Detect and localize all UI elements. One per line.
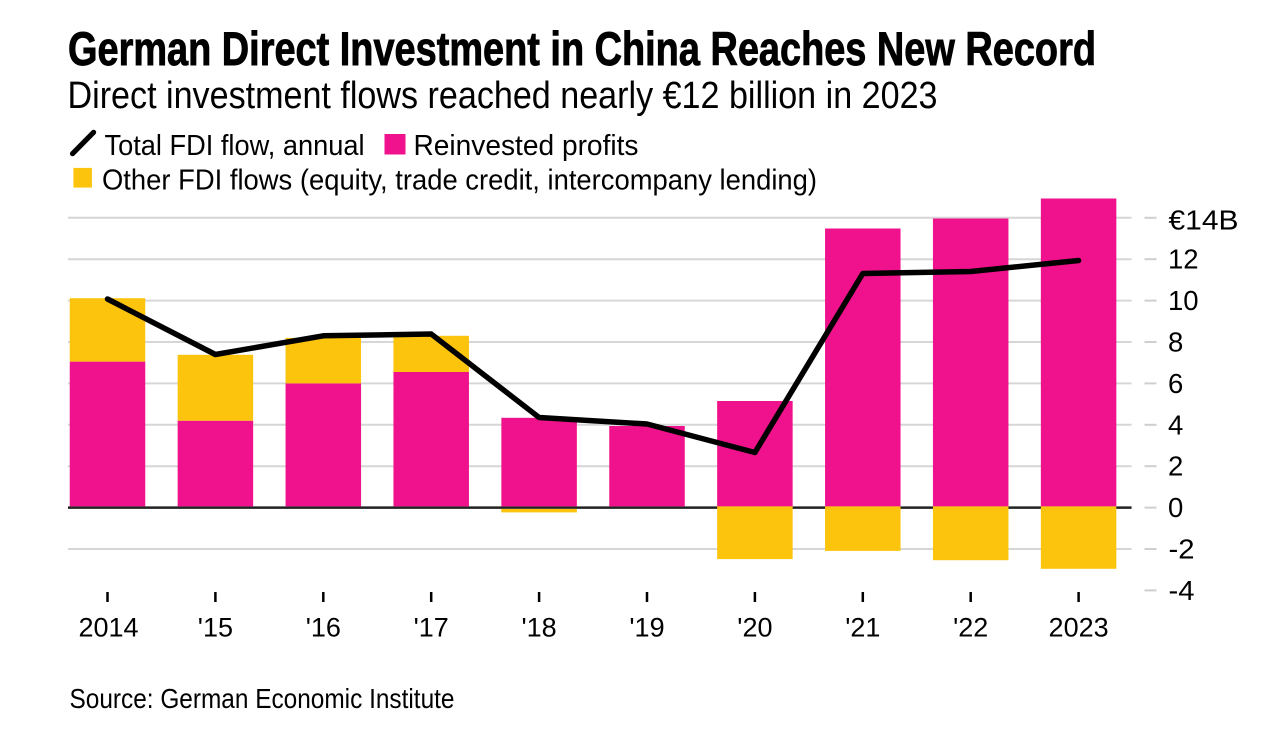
svg-text:12: 12	[1168, 244, 1199, 275]
svg-text:6: 6	[1168, 368, 1183, 399]
svg-text:4: 4	[1168, 409, 1183, 440]
svg-text:'22: '22	[953, 612, 988, 642]
svg-text:Total FDI flow, annual: Total FDI flow, annual	[105, 130, 365, 162]
svg-text:8: 8	[1168, 327, 1183, 358]
svg-text:-4: -4	[1169, 575, 1195, 606]
svg-text:'16: '16	[306, 612, 341, 642]
svg-text:'17: '17	[414, 612, 449, 642]
svg-text:Other FDI flows (equity, trade: Other FDI flows (equity, trade credit, i…	[102, 165, 817, 197]
svg-text:'15: '15	[198, 612, 233, 642]
svg-text:-2: -2	[1169, 534, 1195, 565]
svg-text:'20: '20	[737, 612, 772, 642]
svg-text:2014: 2014	[78, 612, 138, 642]
svg-text:Reinvested profits: Reinvested profits	[414, 130, 639, 162]
svg-text:Direct investment flows reache: Direct investment flows reached nearly €…	[68, 75, 938, 117]
svg-text:'19: '19	[629, 612, 664, 642]
svg-text:'21: '21	[845, 612, 880, 642]
svg-text:Source: German Economic Instit: Source: German Economic Institute	[70, 683, 455, 714]
svg-text:€14B: €14B	[1169, 205, 1239, 236]
svg-text:'18: '18	[522, 612, 557, 642]
svg-text:10: 10	[1168, 285, 1199, 316]
svg-text:2023: 2023	[1049, 612, 1109, 642]
svg-text:0: 0	[1168, 492, 1183, 523]
svg-text:German Direct Investment in Ch: German Direct Investment in China Reache…	[68, 23, 1096, 76]
svg-text:2: 2	[1168, 451, 1183, 482]
